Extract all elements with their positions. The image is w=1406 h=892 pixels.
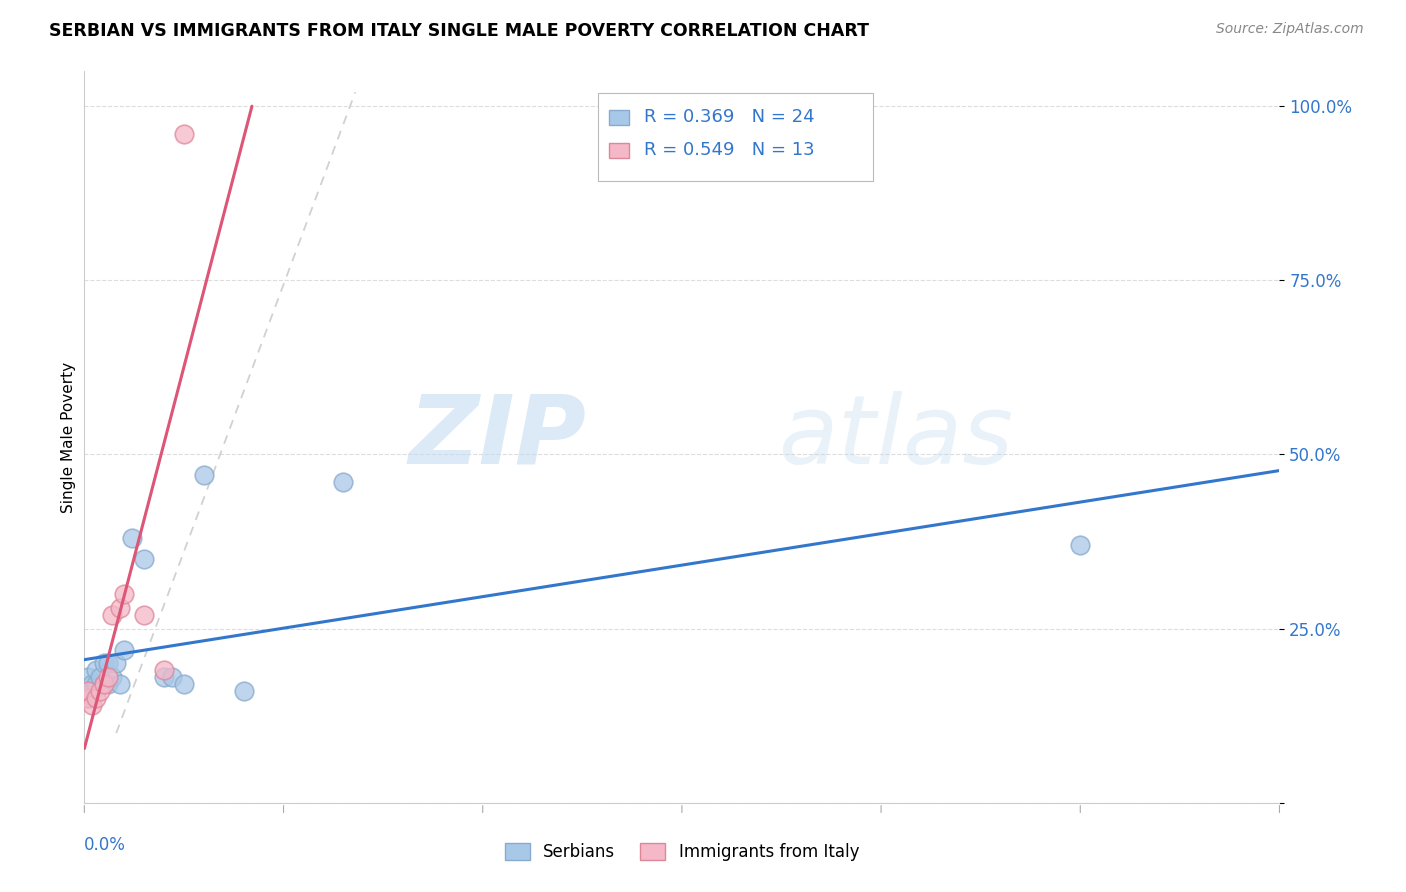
- Text: 0.0%: 0.0%: [84, 836, 127, 854]
- Point: [112, 587, 135, 601]
- Point: [86, 691, 108, 706]
- Point: [173, 677, 195, 691]
- Text: R = 0.549   N = 13: R = 0.549 N = 13: [644, 141, 814, 160]
- Point: [101, 607, 124, 622]
- Point: [93, 677, 115, 691]
- Text: ZIP: ZIP: [408, 391, 586, 483]
- Point: [93, 657, 115, 671]
- Point: [86, 664, 108, 678]
- Point: [77, 670, 100, 684]
- Point: [160, 670, 183, 684]
- Point: [193, 468, 215, 483]
- Point: [77, 691, 100, 706]
- Text: Source: ZipAtlas.com: Source: ZipAtlas.com: [1216, 22, 1364, 37]
- Text: SERBIAN VS IMMIGRANTS FROM ITALY SINGLE MALE POVERTY CORRELATION CHART: SERBIAN VS IMMIGRANTS FROM ITALY SINGLE …: [49, 22, 869, 40]
- Point: [97, 670, 120, 684]
- Point: [153, 670, 176, 684]
- Point: [77, 691, 100, 706]
- Point: [97, 677, 120, 691]
- Point: [97, 657, 120, 671]
- Text: R = 0.369   N = 24: R = 0.369 N = 24: [644, 109, 814, 127]
- Point: [89, 684, 111, 698]
- Point: [332, 475, 354, 490]
- FancyBboxPatch shape: [599, 94, 873, 181]
- Point: [232, 684, 254, 698]
- Point: [82, 698, 104, 713]
- Point: [89, 670, 111, 684]
- Point: [112, 642, 135, 657]
- Point: [132, 552, 156, 566]
- Point: [101, 670, 124, 684]
- Point: [153, 664, 176, 678]
- Point: [110, 677, 132, 691]
- Point: [110, 600, 132, 615]
- FancyBboxPatch shape: [609, 143, 628, 158]
- Point: [86, 677, 108, 691]
- Point: [82, 677, 104, 691]
- Text: atlas: atlas: [778, 391, 1012, 483]
- Point: [132, 607, 156, 622]
- FancyBboxPatch shape: [609, 110, 628, 125]
- Point: [77, 684, 100, 698]
- Point: [82, 684, 104, 698]
- Y-axis label: Single Male Poverty: Single Male Poverty: [60, 361, 76, 513]
- Legend: Serbians, Immigrants from Italy: Serbians, Immigrants from Italy: [498, 836, 866, 868]
- Point: [121, 531, 143, 545]
- Point: [105, 657, 128, 671]
- Point: [173, 127, 195, 141]
- Point: [1069, 538, 1091, 552]
- Point: [93, 677, 115, 691]
